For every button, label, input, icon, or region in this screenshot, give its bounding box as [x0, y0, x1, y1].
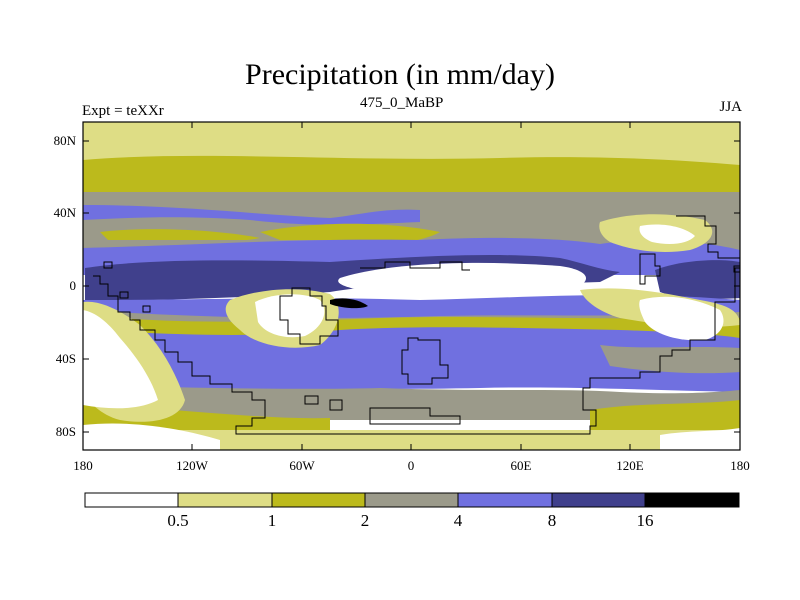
lon-tick-label: 120W: [176, 458, 209, 473]
age-label: 475_0_MaBP: [360, 95, 444, 111]
axis-ticks: [83, 122, 740, 450]
island-outline-1: [119, 291, 129, 299]
lon-tick-label: 180: [73, 458, 93, 473]
band-north-blue-strip: [83, 205, 420, 225]
season-label: JJA: [719, 99, 742, 115]
colorbar-label: 8: [548, 511, 557, 530]
band-north-mid-yellow: [83, 155, 740, 195]
colorbar-label: 1: [268, 511, 277, 530]
lon-tick-label: 120E: [616, 458, 644, 473]
lat-tick-label: 40N: [54, 205, 77, 220]
colorbar-label: 2: [361, 511, 370, 530]
band-gray-antarctic: [83, 385, 740, 420]
island-outline-6: [103, 261, 113, 269]
island-outline-3: [304, 395, 319, 405]
dry-south-pole-white-west: [83, 423, 220, 450]
lat-tick-label: 0: [70, 278, 77, 293]
colorbar-box: [457, 492, 553, 508]
colorbar-box: [177, 492, 273, 508]
continent-outline-asia-north: [676, 215, 740, 259]
chart-title: Precipitation (in mm/day): [245, 58, 555, 91]
colorbar-label: 0.5: [167, 511, 188, 530]
coastlines: [93, 215, 740, 435]
band-dark-east-pacific: [655, 260, 740, 300]
island-outline-7: [733, 265, 740, 273]
lon-tick-label: 60W: [289, 458, 315, 473]
lat-tick-label: 40S: [56, 351, 76, 366]
dry-east-south-mid: [600, 345, 740, 374]
lon-tick-label: 60E: [511, 458, 532, 473]
colorbar-label: 16: [637, 511, 654, 530]
dry-atlantic-south-white: [255, 294, 325, 338]
continent-outline-south-america: [279, 287, 339, 345]
island-outline-2: [142, 305, 151, 313]
lon-tick-label: 180: [730, 458, 750, 473]
continent-outline-africa-south: [401, 337, 449, 385]
dry-east-pacific-north-white: [639, 224, 695, 244]
band-blue-southern-ocean: [83, 327, 740, 392]
lat-tick-label: 80S: [56, 424, 76, 439]
colorbar-label: 4: [454, 511, 463, 530]
colorbar-box: [364, 492, 459, 508]
dry-south-pole-white-east: [660, 428, 740, 450]
band-south-pole-light: [83, 430, 740, 450]
experiment-label: Expt = teXXr: [82, 103, 164, 119]
heavy-precip-patch-2: [338, 301, 362, 306]
colorbar-box: [84, 492, 179, 508]
island-outline-4: [329, 399, 343, 411]
continent-outline-asia-east: [639, 253, 661, 285]
island-outline-5: [369, 407, 461, 425]
colorbar: 0.5 1 2 4 8 16: [84, 492, 740, 530]
dry-australia: [639, 296, 724, 341]
colorbar-box: [271, 492, 366, 508]
lon-tick-label: 0: [408, 458, 415, 473]
dry-west-south-inner: [83, 310, 158, 409]
dry-equatorial-sahara: [338, 262, 587, 295]
colorbar-box: [551, 492, 646, 508]
precipitation-field: [83, 122, 740, 450]
lat-tick-label: 80N: [54, 133, 77, 148]
continent-outline-africa: [360, 261, 470, 271]
colorbar-box: [644, 492, 740, 508]
continent-outline-west: [93, 267, 740, 435]
